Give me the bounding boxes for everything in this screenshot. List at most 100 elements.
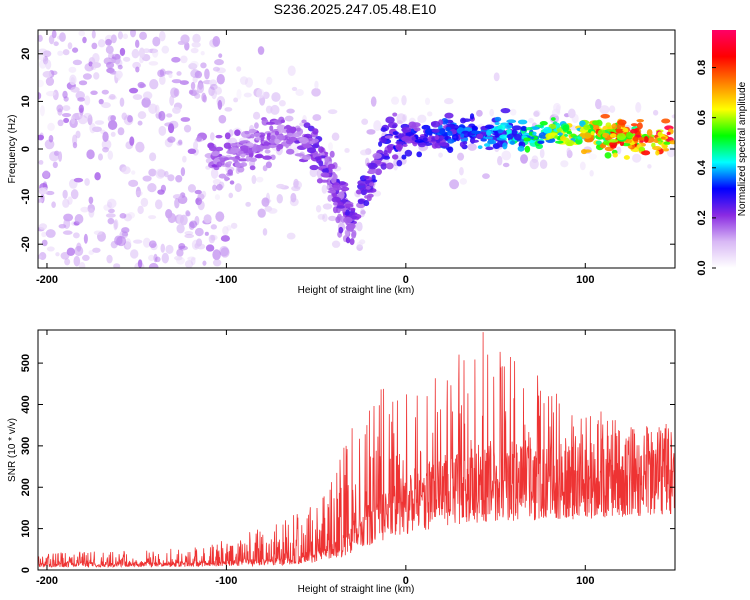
spectrogram-cell — [38, 134, 45, 141]
spectrogram-cell — [148, 61, 159, 66]
spectrogram-cell — [122, 33, 129, 40]
spectrogram-cell — [312, 128, 319, 135]
spectrogram-cell — [224, 132, 231, 140]
spectrogram-cell — [38, 34, 43, 42]
spectrogram-cell — [52, 161, 58, 169]
spectrogram-ytick-label: -20 — [20, 236, 32, 252]
spectrogram-cell — [88, 61, 93, 67]
spectrogram-cell — [159, 75, 166, 86]
spectrogram-cell — [161, 252, 169, 264]
spectrogram-cell — [189, 220, 198, 229]
snr-ytick-label: 400 — [20, 395, 32, 413]
spectrogram-cell — [64, 258, 71, 266]
spectrogram-cell — [102, 146, 110, 153]
spectrogram-cell — [209, 83, 218, 90]
spectrogram-cell — [414, 139, 425, 143]
spectrogram-cell — [588, 153, 597, 160]
spectrogram-cell — [63, 117, 70, 123]
spectrogram-cell — [51, 201, 56, 208]
spectrogram-cell — [142, 175, 152, 182]
spectrogram-cell — [91, 30, 96, 39]
spectrogram-cell — [45, 77, 55, 86]
spectrogram-cell — [105, 213, 116, 218]
spectrogram-cell — [208, 145, 217, 152]
spectrogram-cell — [124, 238, 132, 249]
spectrogram-cell — [327, 190, 337, 194]
spectrogram-cell — [257, 46, 265, 55]
spectrogram-cell — [106, 61, 115, 69]
spectrogram-cell — [58, 151, 63, 162]
spectrogram-cell — [45, 229, 56, 238]
spectrogram-cell — [657, 137, 662, 141]
spectrogram-cell — [84, 63, 94, 72]
spectrogram-cell — [38, 198, 44, 203]
spectrogram-cell — [286, 132, 294, 137]
spectrogram-cell — [121, 231, 129, 237]
spectrogram-cell — [107, 120, 118, 130]
spectrogram-cell — [261, 118, 269, 126]
colorbar-tick-label: 0.6 — [696, 110, 708, 125]
spectrogram-cell — [237, 166, 245, 173]
spectrogram-cell — [617, 119, 627, 126]
spectrogram-cell — [230, 222, 238, 229]
spectrogram-cell — [666, 146, 675, 158]
spectrogram-cell — [314, 80, 319, 89]
spectrogram-cell — [278, 100, 286, 107]
spectrogram-cell — [623, 155, 630, 160]
spectrogram-cell — [641, 150, 651, 156]
spectrogram-cell — [135, 39, 140, 49]
spectrogram-cell — [80, 206, 89, 213]
spectrogram-cell — [196, 82, 205, 94]
spectrogram-cell — [329, 150, 335, 158]
spectrogram-cell — [62, 189, 68, 199]
spectrogram-cell — [91, 42, 98, 50]
spectrogram-cell — [188, 89, 194, 95]
spectrogram-cell — [444, 98, 454, 105]
spectrogram-cell — [513, 133, 522, 141]
spectrogram-cell — [255, 176, 264, 183]
spectrogram-cell — [72, 141, 78, 149]
spectrogram-cell — [315, 205, 322, 213]
spectrogram-cell — [105, 38, 112, 46]
colorbar-gradient — [712, 30, 736, 268]
spectrogram-cell — [73, 255, 81, 267]
spectrogram-cell — [175, 174, 183, 183]
spectrogram-cell — [460, 133, 465, 138]
spectrogram-cell — [113, 220, 118, 231]
spectrogram-cell — [110, 34, 117, 44]
spectrogram-cell — [401, 95, 407, 106]
spectrogram-cell — [140, 197, 149, 208]
spectrogram-cell — [115, 70, 123, 79]
spectrogram-cell — [226, 150, 237, 155]
spectrogram-cell — [430, 120, 441, 128]
spectrogram-cell — [171, 79, 182, 84]
spectrogram-cell — [218, 181, 225, 189]
spectrogram-cell — [360, 189, 367, 196]
spectrogram-cell — [328, 187, 338, 191]
spectrogram-cell — [496, 129, 504, 133]
spectrogram-cell — [264, 149, 271, 154]
spectrogram-cell — [583, 149, 592, 153]
spectrogram-cell — [417, 114, 427, 123]
spectrogram-cell — [131, 48, 140, 59]
spectrogram-cell — [167, 174, 175, 182]
snr-ticks: -200 -100 0 100 0 100 200 300 400 500 — [20, 330, 675, 587]
spectrogram-cell — [524, 145, 531, 153]
snr-ytick-label: 200 — [20, 478, 32, 496]
spectrogram-cell — [78, 262, 86, 268]
spectrogram-cell — [160, 243, 166, 253]
spectrogram-cell — [78, 80, 88, 86]
spectrogram-cell — [483, 143, 491, 147]
snr-series-line — [38, 332, 675, 569]
spectrogram-cell — [262, 155, 272, 160]
spectrogram-cell — [109, 70, 118, 75]
spectrogram-cell — [176, 223, 185, 234]
spectrogram-cell — [82, 254, 90, 261]
spectrogram-cell — [355, 189, 362, 195]
spectrogram-cell — [661, 118, 671, 124]
colorbar-label: Normalized spectral amplitude — [737, 81, 748, 216]
spectrogram-cell — [270, 135, 276, 141]
spectrogram-cell — [484, 124, 495, 129]
spectrogram-cell — [572, 135, 579, 140]
